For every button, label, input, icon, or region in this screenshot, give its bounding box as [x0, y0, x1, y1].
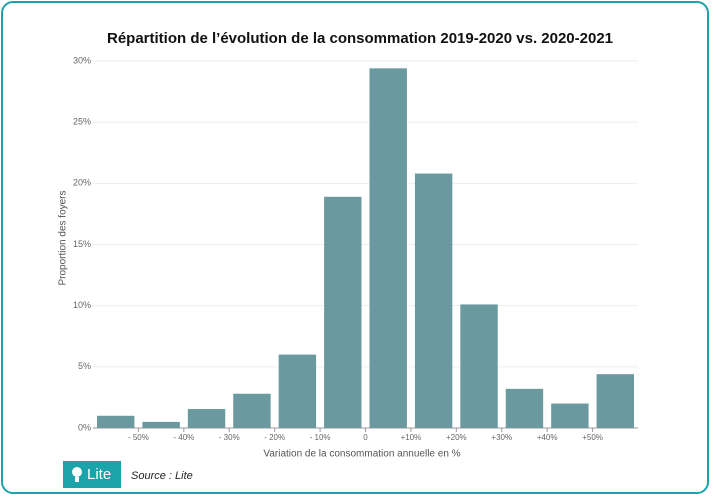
x-tick-label: +30%	[491, 433, 512, 442]
chart-title: Répartition de l’évolution de la consomm…	[107, 30, 613, 47]
y-axis-label: Proportion des foyers	[58, 190, 69, 285]
x-axis-label: Variation de la consommation annuelle en…	[263, 449, 460, 460]
bar	[551, 403, 589, 428]
y-tick-label: 30%	[73, 55, 91, 65]
bar	[187, 409, 226, 428]
x-tick-label: - 40%	[173, 433, 194, 442]
frame	[1, 1, 709, 494]
bar	[596, 374, 634, 428]
bar	[278, 354, 317, 428]
y-tick-label: 0%	[78, 422, 91, 432]
x-tick-label: - 50%	[128, 433, 149, 442]
source: Source : Lite	[131, 470, 193, 482]
x-tick-label: - 30%	[219, 433, 240, 442]
x-tick-label: - 10%	[310, 433, 331, 442]
y-tick-label: 15%	[73, 239, 91, 249]
logo-text: Lite	[87, 466, 111, 483]
y-tick-label: 10%	[73, 300, 91, 310]
bar	[414, 173, 453, 428]
logo-icon	[72, 467, 82, 477]
x-tick-label: +20%	[446, 433, 467, 442]
y-tick-label: 25%	[73, 117, 91, 127]
bar	[142, 421, 180, 428]
x-tick-label: - 20%	[264, 433, 285, 442]
y-tick-label: 5%	[78, 361, 91, 371]
bar	[460, 304, 498, 428]
y-tick-label: 20%	[73, 178, 91, 188]
bar	[369, 68, 407, 428]
x-tick-label: +10%	[401, 433, 422, 442]
x-tick-label: +50%	[582, 433, 603, 442]
bar	[233, 393, 271, 428]
logo-icon-base	[75, 477, 79, 482]
bar	[505, 388, 544, 428]
bar	[324, 196, 362, 428]
x-tick-label: 0	[363, 433, 368, 442]
x-tick-label: +40%	[537, 433, 558, 442]
logo-box	[63, 461, 121, 488]
bar	[97, 415, 135, 428]
